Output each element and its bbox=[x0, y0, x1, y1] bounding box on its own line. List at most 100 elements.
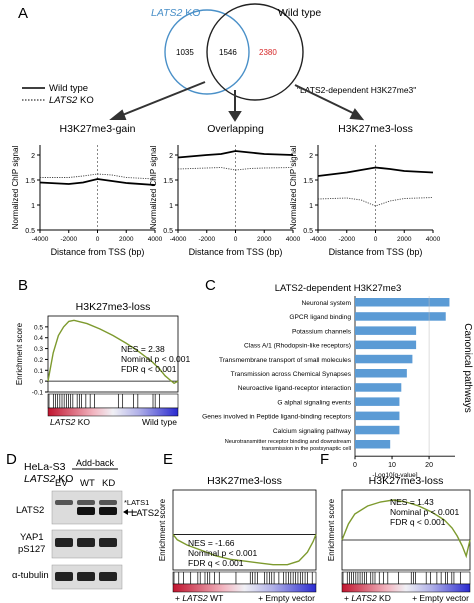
profile-ytick-label-0-2: 1 bbox=[31, 203, 35, 210]
gsea-annotation-0: NES = -1.66 bbox=[188, 538, 235, 548]
gsea-ytick-label-5: 0 bbox=[39, 379, 43, 386]
profile-ytick-label-2-1: 1.5 bbox=[303, 178, 313, 185]
gsea-left-label: LATS2 KO bbox=[50, 417, 90, 427]
bar-side-label: Canonical pathways bbox=[462, 323, 473, 413]
profile-xtick-label-1-1: -2000 bbox=[198, 236, 215, 243]
bar-xtick-label-1: 10 bbox=[388, 462, 396, 469]
gsea-rank-gradient bbox=[172, 583, 317, 593]
profile-series-2-ko bbox=[317, 197, 434, 207]
profile-title-0: H3K27me3-gain bbox=[60, 123, 136, 135]
panel-label-e: E bbox=[163, 451, 173, 468]
gsea-annotation-2: FDR q < 0.001 bbox=[121, 364, 177, 374]
row-label-lats2: LATS2 bbox=[16, 505, 44, 516]
bar-5 bbox=[355, 369, 407, 378]
bar-label-10-a: Neurotransmitter receptor binding and do… bbox=[225, 439, 352, 445]
gsea-title: H3K27me3-loss bbox=[369, 475, 444, 487]
bar-label-10-b: transmission in the postsynaptic cell bbox=[262, 446, 351, 452]
gsea-title: H3K27me3-loss bbox=[207, 475, 282, 487]
gsea-ytick-label-2: 0.3 bbox=[34, 346, 43, 353]
gsea-frame bbox=[341, 489, 471, 571]
row-label-yap1: YAP1 bbox=[20, 532, 44, 543]
profile-ylabel-2: Normalized ChIP signal bbox=[289, 146, 298, 230]
gsea-annotation-2: FDR q < 0.001 bbox=[390, 517, 446, 527]
bar-label-6: Neuroactive ligand-receptor interaction bbox=[238, 385, 352, 392]
bar-9 bbox=[355, 425, 400, 435]
gsea-annotation-1: Nominal p < 0.001 bbox=[390, 507, 459, 517]
venn-count-wt-only: 2380 bbox=[259, 48, 277, 57]
gsea-frame bbox=[47, 315, 179, 393]
panel-label-f: F bbox=[320, 451, 329, 468]
gsea-ylabel: Enrichment score bbox=[327, 498, 336, 561]
bar-2 bbox=[355, 326, 417, 335]
gsea-enrichment-curve bbox=[47, 319, 179, 385]
band-lats1-ev bbox=[55, 500, 73, 505]
profile-xtick-label-2-0: -4000 bbox=[310, 236, 327, 243]
bar-label-9: Calcium signaling pathway bbox=[273, 428, 352, 435]
profile-xtick-label-0-3: 2000 bbox=[119, 236, 134, 243]
profile-ytick-label-1-3: 0.5 bbox=[163, 228, 173, 235]
gsea-ytick-label-3: 0.2 bbox=[34, 357, 43, 364]
profile-ytick-label-0-0: 2 bbox=[31, 153, 35, 160]
gsea-right-label: + Empty vector bbox=[412, 593, 469, 603]
bar-label-8: Genes involved in Peptide ligand-binding… bbox=[202, 414, 352, 421]
profile-title-2: H3K27me3-loss bbox=[338, 123, 413, 135]
gsea-right-label: Wild type bbox=[142, 417, 177, 427]
gsea-title: H3K27me3-loss bbox=[76, 301, 151, 313]
bar-label-5: Transmission across Chemical Synapses bbox=[231, 371, 352, 378]
profile-xtick-label-1-3: 2000 bbox=[257, 236, 272, 243]
venn-count-overlap: 1546 bbox=[219, 48, 237, 57]
lane-kd: KD bbox=[102, 478, 115, 489]
bar-label-7: G alphal signaling events bbox=[277, 399, 351, 406]
gsea-left-label: + LATS2 KD bbox=[344, 593, 391, 603]
profile-xtick-label-2-4: 4000 bbox=[426, 236, 441, 243]
profile-ytick-label-2-2: 1 bbox=[309, 203, 313, 210]
gsea-annotation-1: Nominal p < 0.001 bbox=[121, 354, 190, 364]
gsea-plot-b: H3K27me3-loss 0.5 0.4 0.3 0.2 0.1 0 -0.1 NES = 2… bbox=[15, 301, 190, 427]
profile-xtick-label-0-1: -2000 bbox=[60, 236, 77, 243]
band-lats1-wt bbox=[77, 500, 95, 505]
panel-label-d: D bbox=[6, 451, 17, 468]
panel-label-a: A bbox=[18, 5, 28, 22]
bar-chart-title: LATS2-dependent H3K27me3 bbox=[275, 283, 402, 294]
western-blot: HeLa-S3 LATS2 KO Add-back EV WT KD LATS2… bbox=[12, 458, 159, 590]
profile-series-1-wild-type bbox=[177, 150, 294, 159]
row-label-tubulin: α-tubulin bbox=[12, 570, 49, 581]
lats1-marker: *LATS1 bbox=[124, 498, 149, 507]
lane-wt: WT bbox=[80, 478, 95, 489]
profile-ytick-label-1-0: 2 bbox=[169, 153, 173, 160]
bar-label-0: Neuronal system bbox=[302, 300, 352, 307]
lane-ev: EV bbox=[55, 478, 68, 489]
gsea-rank-gradient bbox=[47, 407, 179, 417]
gsea-hit-bar bbox=[172, 571, 317, 585]
bar-label-4: Transmembrane transport of small molecul… bbox=[219, 357, 352, 364]
bar-10 bbox=[355, 440, 391, 449]
profile-series-2-wild-type bbox=[317, 166, 434, 177]
venn-circle-ko bbox=[164, 9, 250, 95]
venn-callout: "LATS2-dependent H3K27me3" bbox=[297, 85, 416, 95]
profile-ytick-label-0-1: 1.5 bbox=[25, 178, 35, 185]
band-yap1-kd bbox=[99, 538, 117, 547]
profile-ylabel-1: Normalized ChIP signal bbox=[149, 146, 158, 230]
legend-wild-type: Wild type bbox=[49, 83, 88, 94]
bar-chart-c: LATS2-dependent H3K27me3 Neuronal system G… bbox=[202, 283, 473, 479]
venn-label-wt: Wild type bbox=[278, 7, 321, 19]
profile-xtick-label-2-3: 2000 bbox=[397, 236, 412, 243]
band-yap1-wt bbox=[77, 538, 95, 547]
row-label-ps127: pS127 bbox=[18, 544, 45, 555]
ko-label: LATS2 KO bbox=[24, 473, 73, 485]
profile-ytick-label-1-2: 1 bbox=[169, 203, 173, 210]
band-lats2-wt bbox=[77, 507, 95, 515]
band-tubulin-ev bbox=[55, 572, 73, 581]
profile-xtick-label-2-1: -2000 bbox=[338, 236, 355, 243]
bar-xtick-label-0: 0 bbox=[353, 462, 357, 469]
band-lats1-kd bbox=[99, 500, 117, 505]
venn-diagram: LATS2 KO Wild type 1035 1546 2380 "LATS2… bbox=[151, 3, 416, 101]
add-back-label: Add-back bbox=[76, 458, 115, 468]
band-yap1-ev bbox=[55, 538, 73, 547]
gsea-hit-bar bbox=[341, 571, 471, 585]
gsea-right-label: + Empty vector bbox=[258, 593, 315, 603]
bar-6 bbox=[355, 383, 402, 392]
gsea-annotation-0: NES = 2.38 bbox=[121, 344, 165, 354]
